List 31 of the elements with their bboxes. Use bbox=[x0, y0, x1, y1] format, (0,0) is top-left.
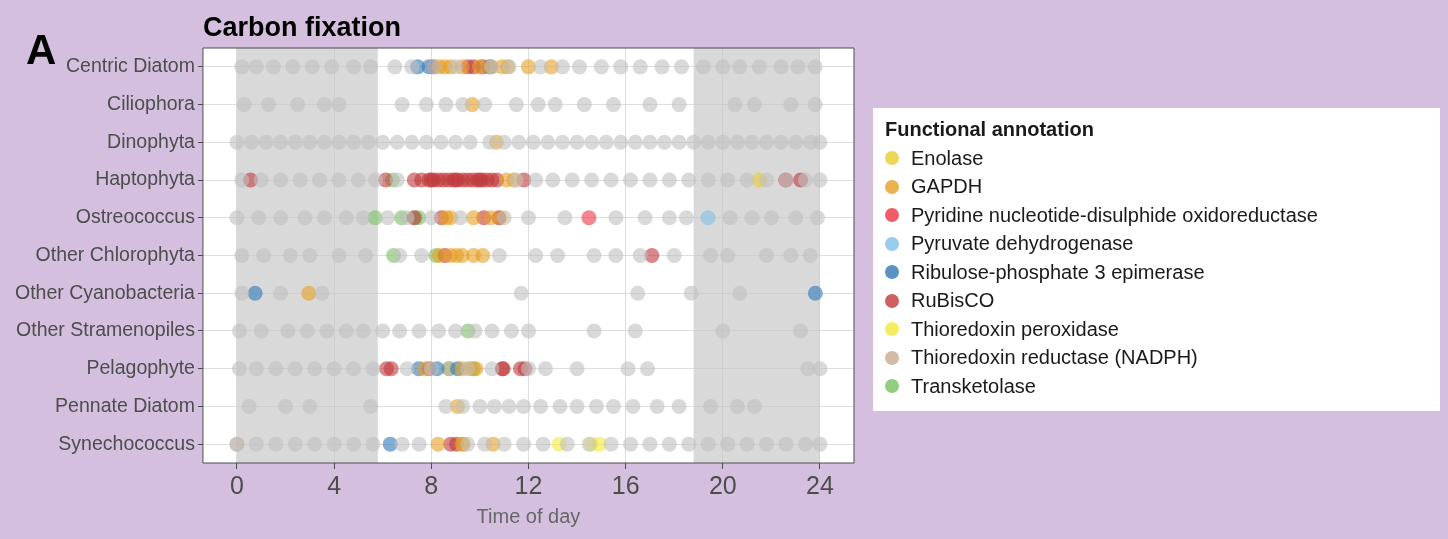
x-tick-label: 8 bbox=[424, 470, 439, 499]
y-tick-label: Ostreococcus bbox=[75, 205, 196, 228]
legend-label: GAPDH bbox=[911, 175, 983, 199]
text: A bbox=[26, 26, 57, 73]
legend-label: Enolase bbox=[911, 146, 984, 170]
y-tick-label: Centric Diatom bbox=[65, 54, 195, 77]
legend-label: Thioredoxin peroxidase bbox=[911, 317, 1119, 341]
legend-label: Transketolase bbox=[911, 374, 1036, 398]
legend-label: RuBisCO bbox=[911, 289, 995, 313]
x-tick-label: 0 bbox=[229, 470, 244, 499]
chart-title: Carbon fixation bbox=[202, 11, 401, 42]
y-tick-label: Haptophyta bbox=[95, 167, 196, 190]
x-tick-label: 12 bbox=[514, 470, 543, 499]
y-tick-label: Pelagophyte bbox=[86, 356, 195, 379]
y-tick-label: Ciliophora bbox=[107, 91, 196, 114]
y-tick-label: Other Cyanobacteria bbox=[14, 280, 196, 303]
legend-label: Pyruvate dehydrogenase bbox=[911, 232, 1134, 256]
y-tick-label: Other Chlorophyta bbox=[35, 242, 196, 265]
x-tick-label: 24 bbox=[806, 470, 834, 499]
legend-label: Ribulose-phosphate 3 epimerase bbox=[911, 260, 1205, 284]
x-tick-label: 4 bbox=[327, 470, 342, 499]
y-tick-label: Pennate Diatom bbox=[55, 393, 195, 416]
y-tick-label: Other Stramenopiles bbox=[16, 318, 196, 341]
x-axis-title: Time of day bbox=[476, 504, 581, 527]
y-tick-label: Synechococcus bbox=[58, 431, 196, 454]
x-tick-label: 16 bbox=[611, 470, 640, 499]
legend-title: Functional annotation bbox=[885, 118, 1095, 141]
x-tick-label: 20 bbox=[708, 470, 737, 499]
legend-label: Thioredoxin reductase (NADPH) bbox=[911, 346, 1198, 370]
y-tick-label: Dinophyta bbox=[107, 129, 196, 152]
legend-label: Pyridine nucleotide-disulphide oxidoreductase bbox=[911, 203, 1318, 227]
